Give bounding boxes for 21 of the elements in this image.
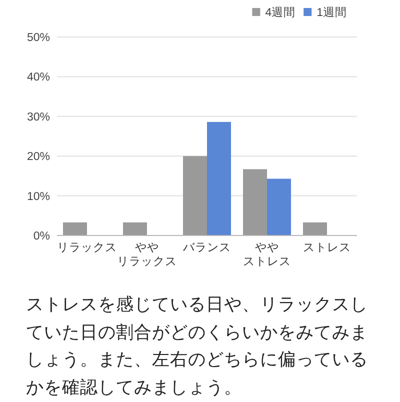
bar xyxy=(63,222,87,236)
bar xyxy=(183,156,207,236)
legend-label: 1週間 xyxy=(316,6,347,19)
bar xyxy=(243,169,267,236)
x-tick-label: ストレス xyxy=(303,242,351,254)
y-tick-label: 20% xyxy=(26,151,50,164)
x-tick-label: ややストレス xyxy=(243,242,291,268)
bar xyxy=(267,178,291,236)
y-tick-label: 10% xyxy=(26,190,50,203)
y-tick-label: 0% xyxy=(33,230,50,242)
bar xyxy=(303,222,327,236)
bar xyxy=(207,122,231,236)
bar xyxy=(123,222,147,236)
legend-label: 4週間 xyxy=(265,6,296,19)
text: ストレスを感じている日や、リラックスしていた日の割合がどのくらいかをみてみましょう。また、左右のどちらに偏っているかを確認してみましょう。 xyxy=(26,293,369,398)
x-tick-label: リラックス xyxy=(57,242,117,254)
x-tick-label: バランス xyxy=(182,242,231,254)
y-tick-label: 30% xyxy=(26,111,50,124)
y-tick-label: 40% xyxy=(26,72,50,84)
y-tick-label: 50% xyxy=(26,32,50,44)
x-tick-label: ややリラックス xyxy=(117,242,177,268)
